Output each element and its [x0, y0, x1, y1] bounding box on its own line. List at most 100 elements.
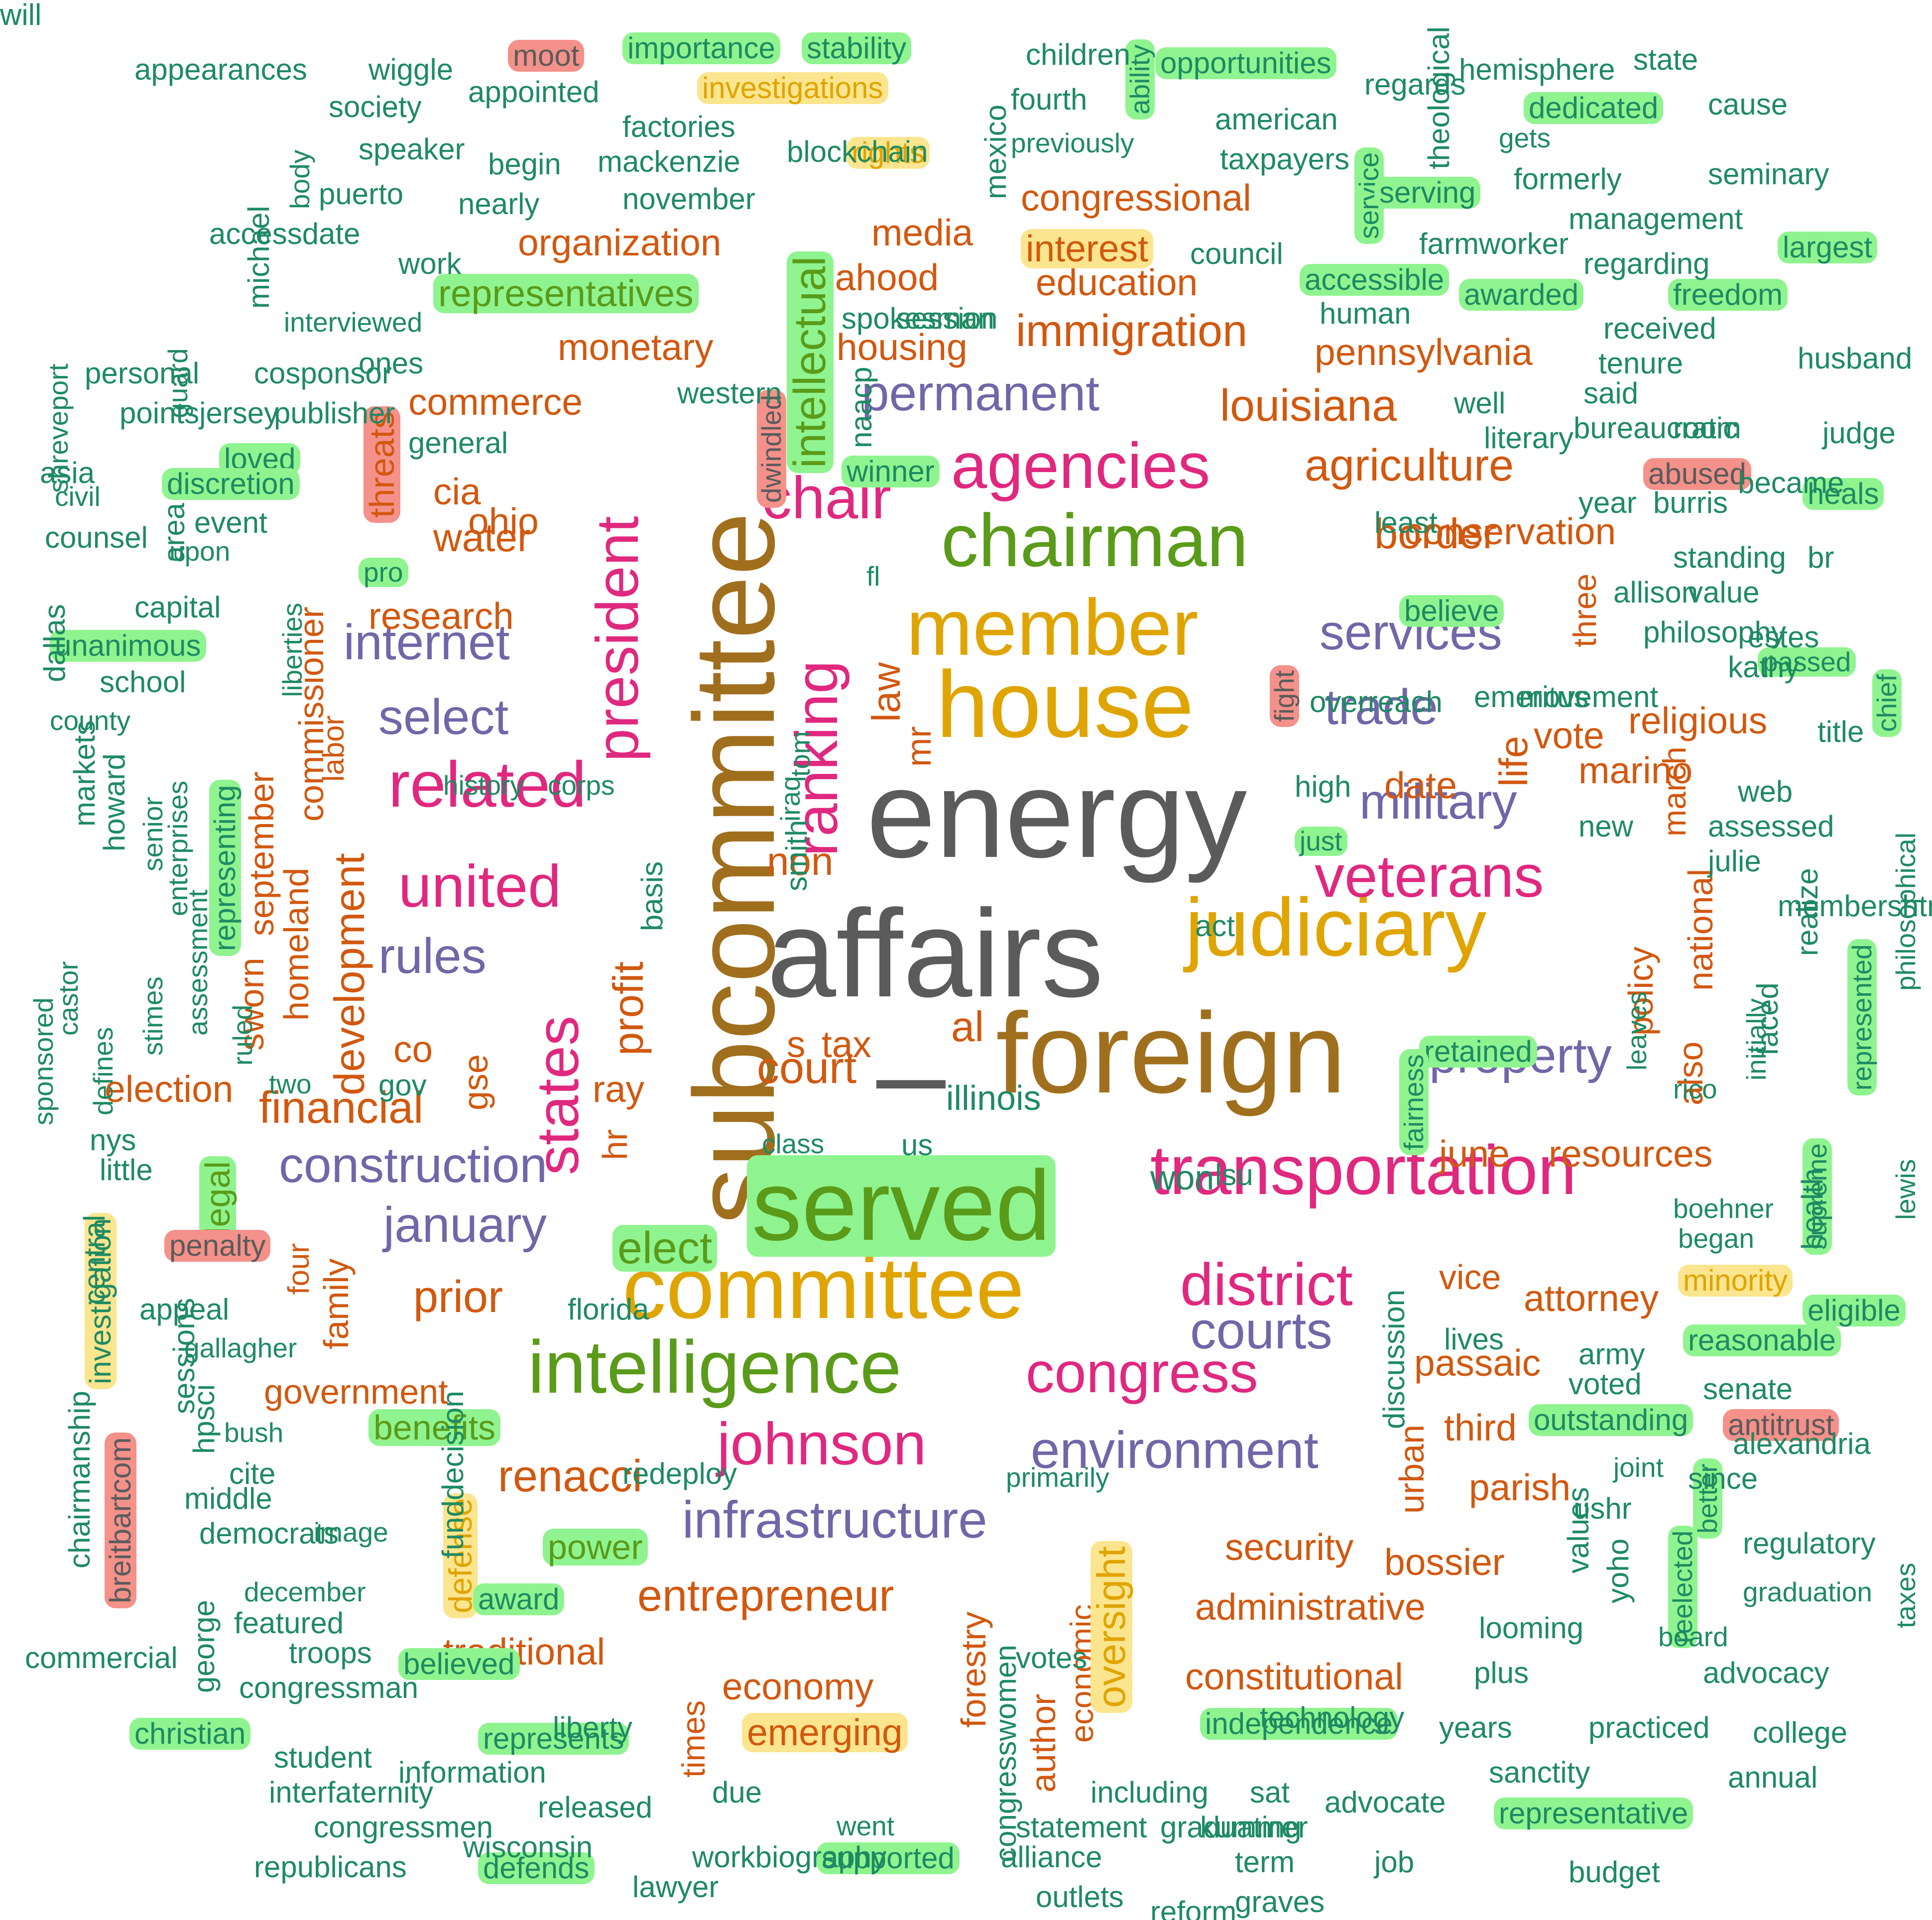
word-representatives: representatives: [433, 274, 699, 313]
word-college: college: [1753, 1716, 1848, 1749]
word-parish: parish: [1469, 1466, 1571, 1508]
word-intellectual: intellectual: [785, 251, 835, 473]
word-leaves: leaves: [1621, 991, 1652, 1071]
word-health: health: [1796, 1168, 1829, 1250]
word-burris: burris: [1653, 486, 1728, 519]
word-mexico: mexico: [979, 104, 1012, 199]
word-serving: serving: [1374, 177, 1481, 209]
word-rico: rico: [1673, 1074, 1717, 1104]
word-attorney: attorney: [1524, 1277, 1659, 1319]
word-appointed: appointed: [468, 75, 600, 109]
word-renacci: renacci: [498, 1451, 643, 1501]
word-received: received: [1603, 312, 1716, 345]
word-lewis: lewis: [1890, 1159, 1921, 1220]
word-pro: pro: [359, 558, 408, 587]
word-said: said: [1583, 376, 1639, 410]
word-history: history: [443, 770, 524, 801]
word-times: times: [675, 1700, 712, 1778]
word-tom: tom: [785, 731, 816, 777]
word-value: value: [1688, 576, 1760, 609]
word-years: years: [1439, 1711, 1512, 1744]
word-urban: urban: [1392, 1424, 1431, 1514]
word-january: january: [383, 1197, 547, 1253]
word-lsu: lsu: [1215, 1158, 1253, 1192]
word-alexandria: alexandria: [1733, 1427, 1871, 1460]
word-term: term: [1235, 1845, 1295, 1879]
word-chairman: chairman: [941, 498, 1248, 582]
word-november: november: [622, 182, 755, 216]
word-discussion: discussion: [1377, 1289, 1411, 1429]
word-believed: believed: [398, 1648, 520, 1680]
word-including: including: [1090, 1776, 1208, 1809]
word-served: served: [747, 1155, 1056, 1257]
word-looming: looming: [1479, 1611, 1584, 1645]
word-iraq: iraq: [775, 776, 806, 822]
word-children: children: [1026, 38, 1131, 71]
word-farmworker: farmworker: [1419, 227, 1569, 260]
word-border: border: [1374, 510, 1497, 558]
word-co: co: [393, 1028, 433, 1070]
word-lives: lives: [1444, 1322, 1504, 1356]
word-retained: retained: [1419, 1036, 1537, 1068]
word-passaic: passaic: [1414, 1342, 1541, 1384]
word-ohio: ohio: [468, 500, 539, 542]
word-antitrust: antitrust: [1723, 1409, 1839, 1441]
word-year: year: [1578, 486, 1637, 519]
word-yoho: yoho: [1601, 1538, 1635, 1603]
word-voted: voted: [1569, 1367, 1642, 1401]
word-prior: prior: [413, 1272, 503, 1322]
word-representative: representative: [1494, 1798, 1693, 1829]
word-funddecision: funddecision: [436, 1391, 470, 1559]
word-construction: construction: [279, 1137, 548, 1193]
word-capital: capital: [134, 591, 221, 624]
word-sanctity: sanctity: [1489, 1756, 1590, 1789]
word-al: al: [951, 1003, 984, 1051]
word-literary: literary: [1484, 421, 1574, 455]
word-louisiana: louisiana: [1220, 381, 1397, 431]
word-illinois: illinois: [946, 1079, 1041, 1117]
word-interviewed: interviewed: [284, 307, 423, 338]
word-gse: gse: [456, 1054, 495, 1110]
word-chairmanship: chairmanship: [63, 1391, 96, 1568]
word-values: values: [1562, 1487, 1595, 1573]
word-student: student: [274, 1741, 372, 1774]
word-taxes: taxes: [1890, 1562, 1921, 1628]
word-chief: chief: [1871, 669, 1902, 737]
word-award: award: [473, 1583, 565, 1615]
word-factories: factories: [622, 110, 735, 143]
word-statement: statement: [1016, 1810, 1147, 1844]
word-author: author: [1024, 1693, 1063, 1793]
word-research: research: [368, 595, 514, 637]
word-bureaucratic: bureaucratic: [1573, 411, 1738, 445]
word-environment: environment: [1031, 1421, 1319, 1479]
word-howard: howard: [98, 753, 131, 851]
word-breitbartcom: breitbartcom: [104, 1432, 137, 1608]
word-troops: troops: [289, 1636, 372, 1670]
word-tax: tax: [822, 1023, 872, 1065]
word-assessment: assessment: [182, 889, 213, 1036]
word-congressmen: congressmen: [314, 1810, 493, 1844]
word-president: president: [584, 516, 651, 762]
word-defines: defines: [88, 1027, 119, 1115]
word-corps: corps: [548, 770, 615, 801]
word-bossier: bossier: [1384, 1541, 1505, 1583]
word-trade: trade: [1325, 679, 1438, 735]
word-march: march: [1656, 746, 1692, 837]
word-september: september: [242, 771, 281, 936]
word-graves: graves: [1235, 1885, 1325, 1919]
word-br: br: [1808, 541, 1834, 574]
word-nys: nys: [90, 1123, 136, 1157]
word-democrats: democrats: [199, 1517, 339, 1550]
word-nearly: nearly: [458, 187, 540, 221]
word-non: non: [767, 839, 834, 883]
word-bush: bush: [224, 1417, 284, 1448]
word-christian: christian: [129, 1718, 251, 1750]
word-forestry: forestry: [954, 1611, 993, 1728]
word-won: won: [1150, 1158, 1214, 1197]
word-redeploy: redeploy: [622, 1457, 737, 1490]
word-water: water: [433, 515, 531, 560]
word-hemisphere: hemisphere: [1459, 53, 1615, 86]
word-graduation: graduation: [1743, 1576, 1872, 1607]
word-accessible: accessible: [1300, 264, 1449, 296]
word-us: us: [901, 1128, 933, 1162]
